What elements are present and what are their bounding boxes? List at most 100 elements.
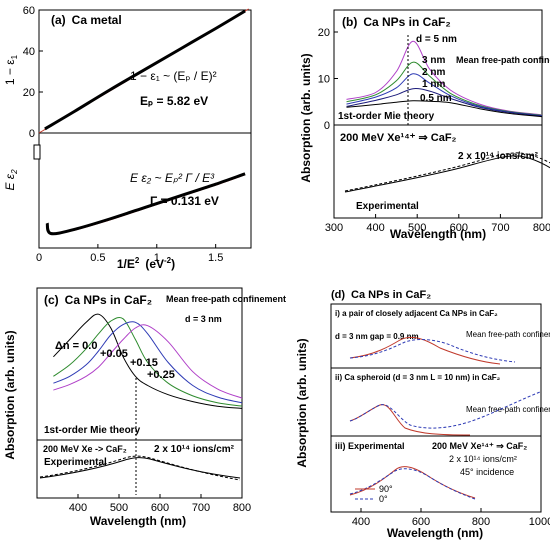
- panel-a-equation-1: 1 − ε₁ ~ (Eₚ / E)²: [130, 69, 217, 83]
- panel-c-dn-label-3: +0.25: [147, 369, 175, 381]
- panel-a-ytick-label-3: 60: [23, 5, 35, 17]
- panel-b: (b) Ca NPs in CaF₂ 0 10 20 300 400 500 600 700 8…: [299, 9, 550, 241]
- panel-a-equation-4: Γ = 0.131 eV: [150, 194, 219, 208]
- panel-c-label: (c): [44, 293, 59, 307]
- panel-a-title-text: Ca metal: [72, 13, 122, 27]
- panel-c-xtick-label-1: 500: [110, 502, 128, 514]
- panel-b-ytick-label-1: 10: [318, 74, 330, 86]
- panel-b-size-label-2: 2 nm: [422, 67, 445, 78]
- panel-b-ylabel: Absorption (arb. units): [299, 53, 313, 182]
- panel-d-confinement-label-1: Mean free-path confinement: [466, 330, 550, 339]
- panel-c-dn-labels: Δn = 0.0+0.05+0.15+0.25: [55, 340, 175, 381]
- panel-b-ytick-label-0: 0: [324, 120, 330, 132]
- panel-d-label: (d): [331, 289, 345, 301]
- panel-a-xtick-label-3: 1.5: [208, 252, 223, 264]
- panel-d-ii-red-curve: [349, 404, 471, 436]
- panel-b-experimental-dashed: [344, 152, 550, 192]
- panel-b-curve-3: [346, 88, 543, 117]
- panel-c-irradiation: 200 MeV Xe -> CaF₂: [43, 444, 127, 454]
- panel-d-sub-ii: ii) Ca spheroid (d = 3 nm L = 10 nm) in …: [335, 373, 501, 382]
- panel-a-frame: [38, 9, 252, 249]
- panel-c-xlabel: Wavelength (nm): [90, 514, 186, 528]
- panel-b-xtick-label-4: 700: [491, 222, 509, 234]
- panel-c-size-label: d = 3 nm: [185, 314, 222, 324]
- panel-d-xtick-label-0: 400: [352, 516, 370, 528]
- panel-b-fluence: 2 x 10¹⁴ ions/cm²: [458, 151, 539, 162]
- panel-b-theory-label: 1st-order Mie theory: [338, 111, 435, 122]
- panel-b-experimental-label: Experimental: [356, 201, 419, 212]
- panel-d-ylabel: Absorption (arb. units): [295, 338, 309, 467]
- panel-b-xtick-label-1: 400: [366, 222, 384, 234]
- panel-c-xtick-label-4: 800: [233, 502, 251, 514]
- panel-a-xtick-label-1: 0.5: [90, 252, 105, 264]
- panel-d-xlabel: Wavelength (nm): [387, 526, 483, 540]
- panel-b-size-label-3: 1 nm: [422, 79, 445, 90]
- panel-d-i-blue-curve: [349, 339, 516, 363]
- panel-a-yticks: 0 20 40 60: [23, 5, 43, 140]
- panel-c-experimental-dashed: [39, 455, 241, 481]
- panel-c-curve-1: [53, 317, 243, 407]
- panel-a: (a) Ca metal 0 20 40 60 0 0.5 1 1.5 1 − ε1 E ε2…: [3, 5, 252, 271]
- panel-d-sub-i-params: d = 3 nm gap = 0.9 nm: [335, 332, 419, 341]
- panel-a-ytick-label-2: 40: [23, 46, 35, 58]
- panel-c-title: (c) Ca NPs in CaF₂: [44, 293, 152, 307]
- panel-c-theory-label: 1st-order Mie theory: [44, 425, 141, 436]
- panel-a-equation-3: E ε₂ ~ Eₚ² Γ / E³: [130, 171, 215, 185]
- panel-a-ylabel-top: 1 − ε1: [3, 54, 19, 85]
- panel-c-curve-3: [53, 324, 243, 399]
- panel-b-curves: [346, 40, 543, 118]
- panel-d-confinement-label-2: Mean free-path confinement: [466, 405, 550, 414]
- panel-b-yticks: 0 10 20: [318, 27, 338, 132]
- panel-c-curve-0: [53, 313, 243, 409]
- panel-b-irradiation: 200 MeV Xe¹⁴⁺ ⇒ CaF₂: [340, 132, 457, 144]
- panel-b-size-labels: d = 5 nm 3 nm2 nm1 nm 0.5 nm: [416, 34, 457, 104]
- panel-c: (c) Ca NPs in CaF₂ Mean free-path confine…: [3, 287, 286, 528]
- panel-a-ytick-label-1: 20: [23, 87, 35, 99]
- panel-a-ylabel-bottom: E ε2: [3, 169, 19, 191]
- panel-b-curve-4: [346, 100, 543, 118]
- panel-d-sub-i: i) a pair of closely adjacent Ca NPs in …: [335, 309, 498, 318]
- panel-c-dn-label-1: +0.05: [100, 348, 128, 360]
- panel-b-ytick-label-2: 20: [318, 27, 330, 39]
- panel-a-xtick-label-0: 0: [36, 252, 42, 264]
- panel-b-size-label-0: d = 5 nm: [416, 34, 457, 45]
- panel-b-label: (b): [342, 15, 357, 29]
- panel-a-equation-2: Eₚ = 5.82 eV: [140, 94, 208, 108]
- panel-c-experimental-label: Experimental: [44, 457, 107, 468]
- panel-a-label: (a): [51, 13, 66, 27]
- panel-b-size-label-1: 3 nm: [422, 55, 445, 66]
- panel-b-xtick-label-0: 300: [325, 222, 343, 234]
- panel-c-ylabel: Absorption (arb. units): [3, 330, 17, 459]
- panel-d: (d) Ca NPs in CaF₂ 400 600 800 1000 Absorpti…: [295, 289, 550, 540]
- panel-c-dn-label-2: +0.15: [130, 357, 158, 369]
- panel-b-title: (b) Ca NPs in CaF₂: [342, 15, 451, 29]
- panel-b-size-label-4: 0.5 nm: [420, 93, 452, 104]
- panel-d-xticks: 400 600 800 1000: [352, 508, 550, 528]
- panel-d-incidence: 45° incidence: [460, 467, 514, 477]
- panel-a-ytick-label-0: 0: [29, 128, 35, 140]
- panel-c-curves: [53, 313, 243, 409]
- panel-d-legend-0: 0°: [379, 494, 388, 504]
- panel-c-frame: [36, 287, 243, 499]
- panel-d-iii-red-curve: [349, 466, 476, 499]
- panel-d-i-red-curve: [349, 336, 501, 365]
- panel-b-xtick-label-3: 600: [450, 222, 468, 234]
- panel-d-title: (d) Ca NPs in CaF₂: [331, 289, 431, 301]
- panel-d-iii-blue-curve: [349, 468, 476, 500]
- panel-c-xticks: 400 500 600 700 800: [69, 494, 251, 514]
- panel-c-curve-2: [53, 321, 243, 404]
- panel-d-sub-iii: iii) Experimental: [335, 441, 405, 451]
- panel-a-axis-break: [33, 144, 41, 160]
- panel-a-xtick-label-2: 1: [154, 252, 160, 264]
- panel-b-xtick-label-2: 500: [408, 222, 426, 234]
- panel-d-xtick-label-2: 800: [472, 516, 490, 528]
- panel-b-experimental-solid: [344, 155, 550, 193]
- panel-a-series-bottom: [45, 172, 246, 236]
- panel-d-xtick-label-3: 1000: [529, 516, 550, 528]
- panel-d-xtick-label-1: 600: [412, 516, 430, 528]
- panel-b-frame: [333, 9, 543, 219]
- panel-a-title: (a) Ca metal: [51, 13, 122, 27]
- panel-a-series-top: [44, 9, 246, 131]
- panel-c-xtick-label-3: 700: [192, 502, 210, 514]
